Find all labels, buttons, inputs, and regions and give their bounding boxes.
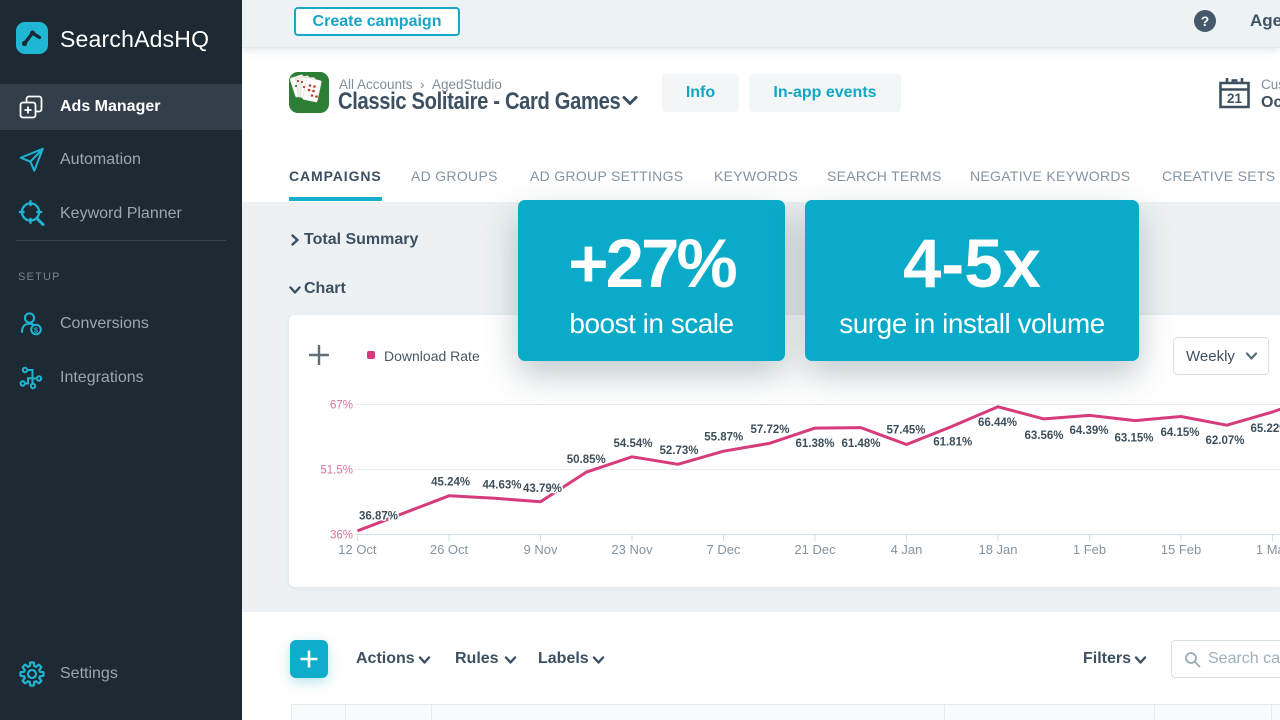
svg-text:21 Dec: 21 Dec: [794, 542, 836, 557]
svg-text:36.87%: 36.87%: [359, 510, 398, 522]
svg-text:64.39%: 64.39%: [1069, 425, 1108, 437]
svg-text:50.85%: 50.85%: [567, 454, 606, 466]
svg-text:9 Nov: 9 Nov: [524, 542, 558, 557]
svg-text:63.15%: 63.15%: [1114, 432, 1153, 444]
svg-text:51.5%: 51.5%: [320, 465, 353, 477]
svg-text:45.24%: 45.24%: [431, 477, 470, 489]
svg-text:12 Oct: 12 Oct: [338, 542, 377, 557]
svg-text:61.38%: 61.38%: [795, 438, 834, 450]
svg-text:15 Feb: 15 Feb: [1161, 542, 1201, 557]
svg-text:65.22%: 65.22%: [1250, 423, 1280, 435]
svg-text:57.45%: 57.45%: [886, 425, 925, 437]
svg-text:7 Dec: 7 Dec: [707, 542, 741, 557]
svg-text:55.87%: 55.87%: [704, 432, 743, 444]
svg-text:1 Mar: 1 Mar: [1256, 542, 1280, 557]
svg-text:43.79%: 43.79%: [523, 483, 562, 495]
svg-text:18 Jan: 18 Jan: [978, 542, 1017, 557]
svg-text:4 Jan: 4 Jan: [891, 542, 923, 557]
svg-text:54.54%: 54.54%: [613, 438, 652, 450]
svg-text:21: 21: [1227, 91, 1243, 106]
svg-text:62.07%: 62.07%: [1205, 435, 1244, 447]
svg-text:52.73%: 52.73%: [659, 445, 698, 457]
svg-text:26 Oct: 26 Oct: [430, 542, 469, 557]
svg-text:63.56%: 63.56%: [1024, 430, 1063, 442]
svg-text:44.63%: 44.63%: [482, 479, 521, 491]
svg-text:23 Nov: 23 Nov: [611, 542, 653, 557]
svg-text:67%: 67%: [330, 400, 353, 412]
svg-text:64.15%: 64.15%: [1160, 427, 1199, 439]
svg-text:36%: 36%: [330, 530, 353, 542]
svg-text:61.81%: 61.81%: [933, 437, 972, 449]
svg-text:$: $: [34, 326, 39, 335]
svg-text:66.44%: 66.44%: [978, 417, 1017, 429]
svg-text:61.48%: 61.48%: [841, 438, 880, 450]
svg-text:1 Feb: 1 Feb: [1073, 542, 1106, 557]
svg-text:57.72%: 57.72%: [750, 424, 789, 436]
